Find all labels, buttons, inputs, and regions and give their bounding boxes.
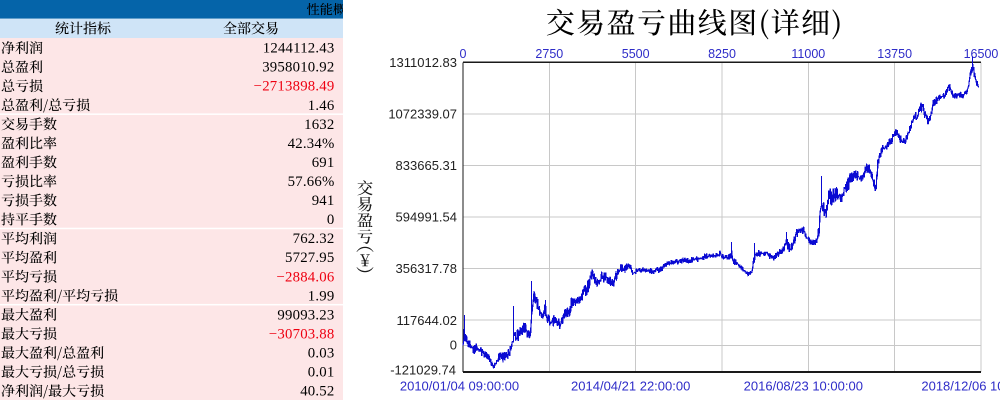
svg-text:117644.02: 117644.02 <box>397 313 458 328</box>
svg-text:−2884.06: −2884.06 <box>276 269 334 285</box>
svg-text:−30703.88: −30703.88 <box>269 326 335 342</box>
svg-text:941: 941 <box>312 193 335 209</box>
svg-text:594991.54: 594991.54 <box>396 210 457 225</box>
svg-text:0.01: 0.01 <box>308 365 335 381</box>
svg-text:42.34%: 42.34% <box>288 136 335 152</box>
svg-text:0: 0 <box>450 338 457 353</box>
svg-text:833665.31: 833665.31 <box>396 158 457 173</box>
svg-text:3958010.92: 3958010.92 <box>262 60 334 76</box>
svg-text:1.46: 1.46 <box>308 98 335 114</box>
svg-text:2010/01/04 09:00:00: 2010/01/04 09:00:00 <box>400 379 519 394</box>
svg-text:−2713898.49: −2713898.49 <box>254 79 335 95</box>
svg-text:16500: 16500 <box>964 47 999 61</box>
svg-text:40.52: 40.52 <box>300 384 334 400</box>
svg-text:8250: 8250 <box>708 47 736 61</box>
svg-text:0: 0 <box>327 212 335 228</box>
svg-text:1072339.07: 1072339.07 <box>388 106 457 121</box>
svg-text:1311012.83: 1311012.83 <box>389 55 457 70</box>
svg-text:2018/12/06 10:00:00: 2018/12/06 10:00:00 <box>921 379 1000 394</box>
svg-text:2014/04/21 22:00:00: 2014/04/21 22:00:00 <box>571 379 690 394</box>
svg-text:5500: 5500 <box>622 47 650 61</box>
svg-text:5727.95: 5727.95 <box>285 250 335 266</box>
svg-text:762.32: 762.32 <box>293 231 335 247</box>
svg-text:13750: 13750 <box>877 47 912 61</box>
svg-text:691: 691 <box>312 155 335 171</box>
svg-text:11000: 11000 <box>791 47 825 61</box>
svg-text:2750: 2750 <box>535 47 563 61</box>
svg-text:57.66%: 57.66% <box>288 174 335 190</box>
svg-text:0.03: 0.03 <box>308 345 335 361</box>
svg-text:356317.78: 356317.78 <box>396 261 457 276</box>
svg-text:1.99: 1.99 <box>308 288 335 304</box>
svg-text:1244112.43: 1244112.43 <box>263 41 335 57</box>
svg-text:0: 0 <box>460 47 467 61</box>
svg-text:-121029.74: -121029.74 <box>390 362 456 377</box>
svg-text:99093.23: 99093.23 <box>277 307 334 323</box>
svg-text:1632: 1632 <box>304 117 334 133</box>
svg-text:2016/08/23 10:00:00: 2016/08/23 10:00:00 <box>744 379 863 394</box>
